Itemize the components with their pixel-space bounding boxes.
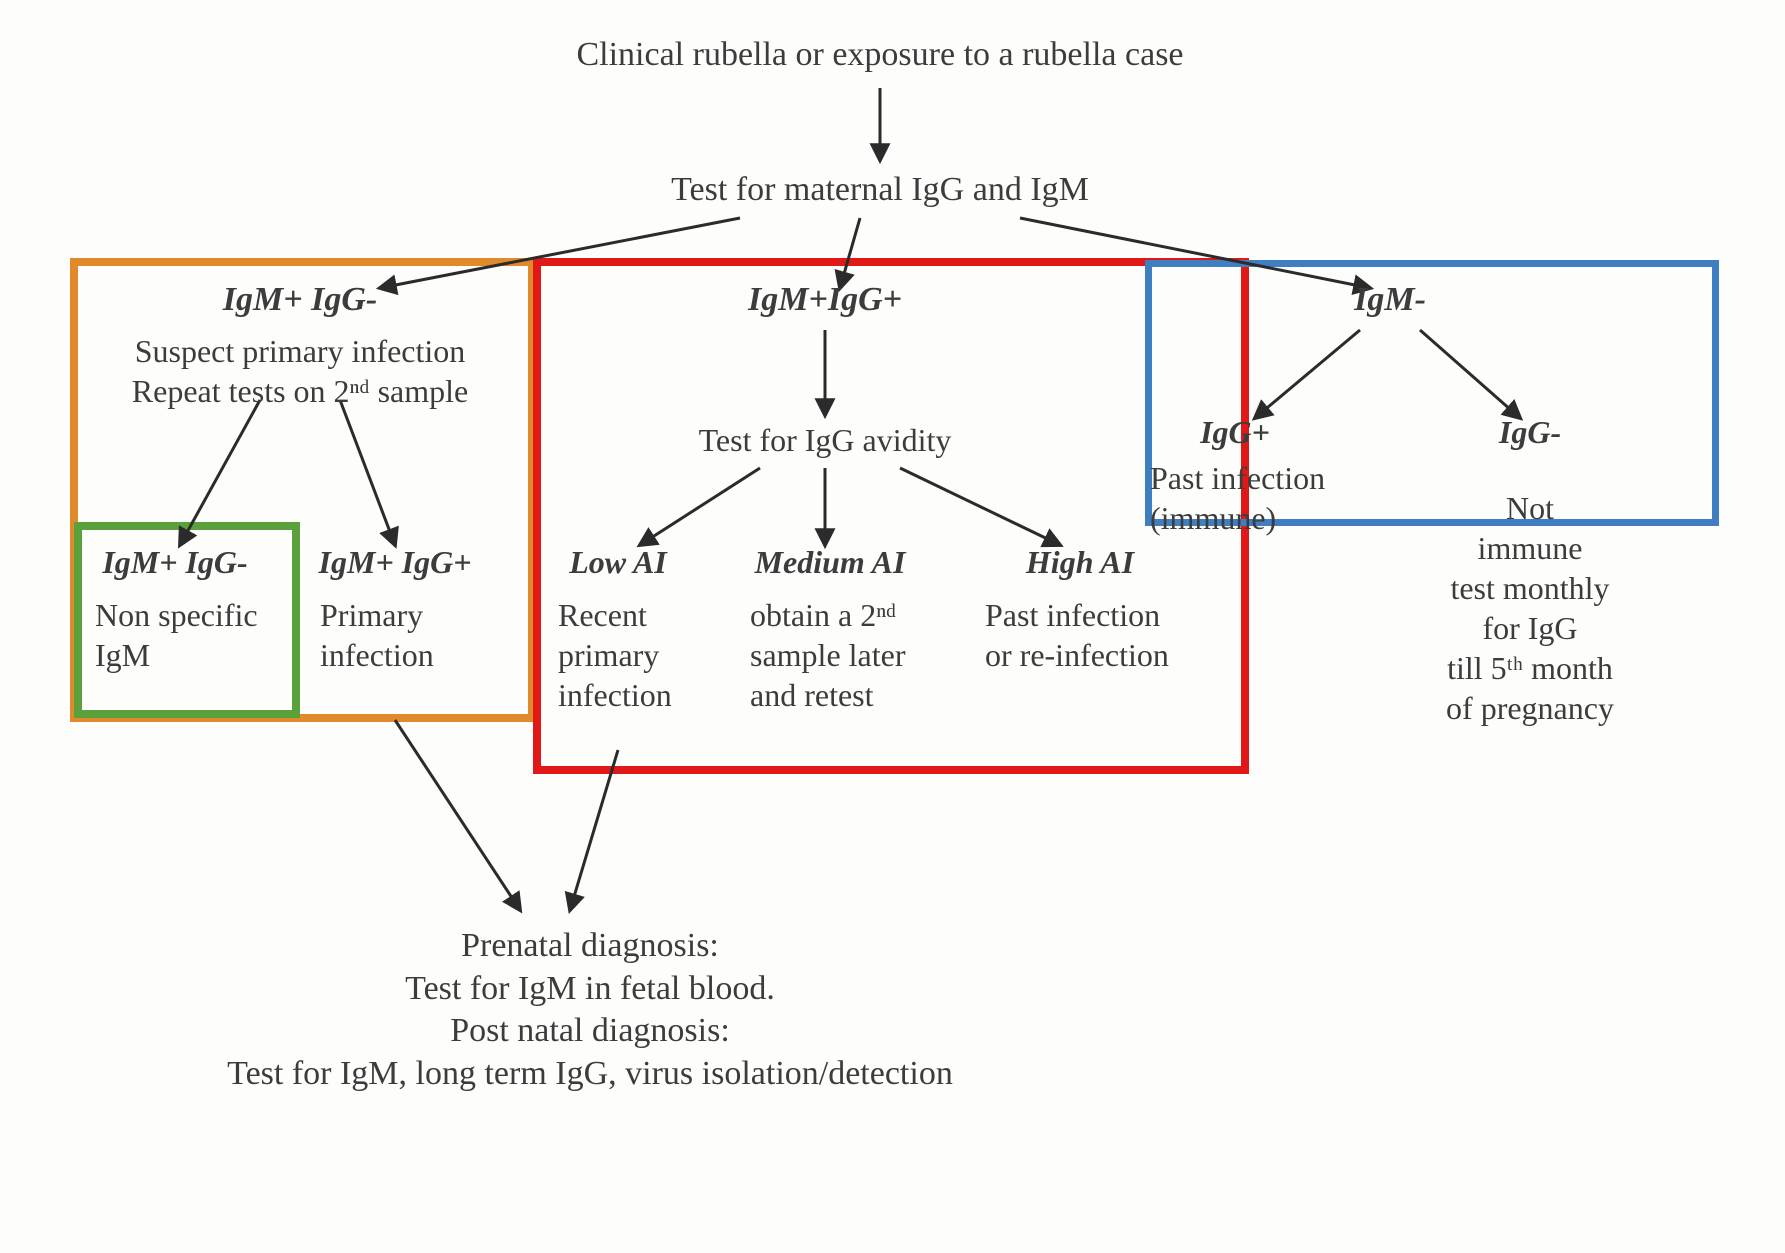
node-test-igg-igm: Test for maternal IgG and IgM [671,169,1089,212]
node-bottom: Prenatal diagnosis: Test for IgM in feta… [227,925,953,1095]
node-br1b-sub: Primary infection [320,595,434,675]
node-title: Clinical rubella or exposure to a rubell… [576,34,1183,77]
flowchart-stage: Clinical rubella or exposure to a rubell… [0,0,1785,1253]
node-low-ai-head: Low AI [569,542,667,582]
node-low-ai-sub: Recent primary infection [558,595,672,715]
edge [395,720,520,910]
node-br1-head: IgM+ IgG- [223,279,377,322]
node-med-ai-sub: obtain a 2ⁿᵈ sample later and retest [750,595,905,715]
node-br3-head: IgM- [1354,279,1426,322]
node-high-ai-sub: Past infection or re-infection [985,595,1169,675]
node-high-ai-head: High AI [1026,542,1134,582]
node-iggpos-head: IgG+ [1200,412,1270,452]
edge [570,750,618,910]
node-br1b-head: IgM+ IgG+ [319,542,472,582]
node-iggpos-sub: Past infection (immune) [1150,458,1325,538]
node-br2-mid: Test for IgG avidity [699,420,952,460]
node-br1-sub: Suspect primary infection Repeat tests o… [132,331,468,411]
node-med-ai-head: Medium AI [755,542,906,582]
node-iggneg-sub: Not immune test monthly for IgG till 5ᵗʰ… [1446,488,1614,728]
node-br1a-sub: Non specific IgM [95,595,258,675]
node-iggneg-head: IgG- [1499,412,1561,452]
node-br1a-head: IgM+ IgG- [102,542,247,582]
node-br2-head: IgM+IgG+ [748,279,902,322]
